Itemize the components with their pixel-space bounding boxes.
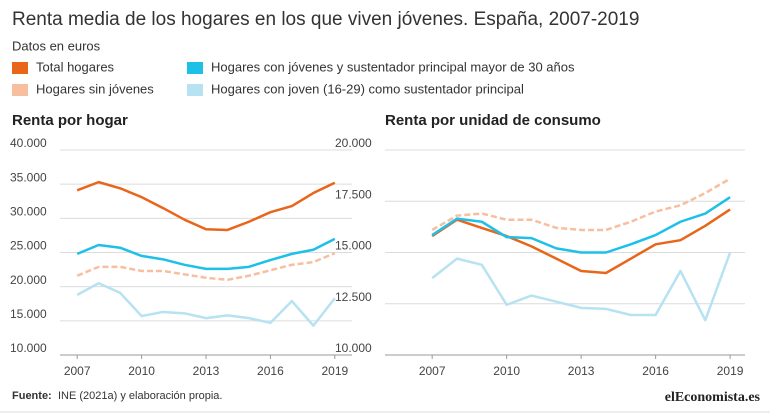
x-tick-label: 2016 — [642, 364, 669, 378]
y-tick-label: 10.000 — [10, 341, 47, 355]
y-tick-label: 15.000 — [335, 239, 372, 253]
y-tick-label: 20.000 — [335, 136, 372, 150]
panel-title: Renta por hogar — [12, 112, 128, 129]
legend-label: Hogares sin jóvenes — [36, 81, 154, 96]
subtitle: Datos en euros — [12, 38, 101, 53]
y-tick-label: 40.000 — [10, 136, 47, 150]
legend-label: Total hogares — [36, 59, 115, 74]
x-tick-label: 2019 — [321, 364, 348, 378]
y-tick-label: 15.000 — [10, 307, 47, 321]
series-line — [76, 237, 336, 271]
x-tick-label: 2013 — [568, 364, 595, 378]
y-tick-label: 30.000 — [10, 205, 47, 219]
x-tick-label: 2007 — [64, 364, 91, 378]
y-tick-label: 35.000 — [10, 170, 47, 184]
x-tick-label: 2010 — [493, 364, 520, 378]
source: INE (2021a) y elaboración propia. — [58, 390, 222, 402]
legend-swatch — [12, 62, 28, 74]
y-tick-label: 17.500 — [335, 187, 372, 201]
y-tick-label: 10.000 — [335, 341, 372, 355]
legend-swatch — [187, 84, 203, 96]
legend-swatch — [187, 62, 203, 74]
source-label: Fuente: — [12, 390, 52, 402]
series-line — [431, 177, 731, 232]
logo: elEconomista.es — [665, 390, 761, 405]
title: Renta media de los hogares en los que vi… — [12, 9, 639, 30]
legend-label: Hogares con jóvenes y sustentador princi… — [211, 59, 575, 74]
series-line — [76, 252, 336, 282]
x-tick-label: 2019 — [717, 364, 744, 378]
y-tick-label: 20.000 — [10, 273, 47, 287]
series-line — [431, 208, 731, 275]
legend-swatch — [12, 84, 28, 96]
series-line — [76, 180, 336, 232]
x-tick-label: 2007 — [419, 364, 446, 378]
y-tick-label: 12.500 — [335, 290, 372, 304]
x-tick-label: 2010 — [128, 364, 155, 378]
panel-title: Renta por unidad de consumo — [385, 112, 601, 129]
series-line — [431, 196, 731, 254]
x-tick-label: 2016 — [257, 364, 284, 378]
series-line — [76, 282, 336, 327]
x-tick-label: 2013 — [193, 364, 220, 378]
series-line — [431, 252, 732, 322]
y-tick-label: 25.000 — [10, 239, 47, 253]
legend-label: Hogares con joven (16-29) como sustentad… — [211, 81, 524, 96]
